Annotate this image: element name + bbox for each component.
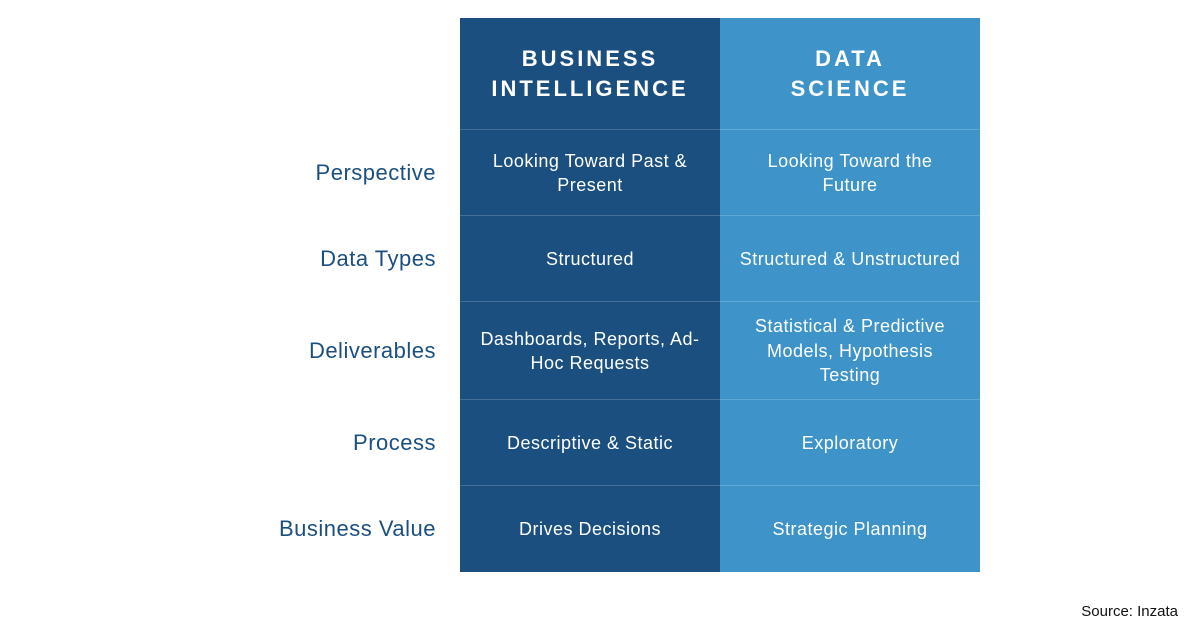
cell-bi-business-value: Drives Decisions <box>460 486 720 572</box>
row-label-business-value: Business Value <box>220 486 460 572</box>
table-row: Process Descriptive & Static Exploratory <box>220 400 980 486</box>
cell-bi-process: Descriptive & Static <box>460 400 720 486</box>
cell-bi-perspective: Looking Toward Past & Present <box>460 130 720 216</box>
column-header-bi-line1: BUSINESS <box>491 44 688 74</box>
cell-bi-data-types: Structured <box>460 216 720 302</box>
cell-bi-deliverables: Dashboards, Reports, Ad-Hoc Requests <box>460 302 720 400</box>
table-row: Data Types Structured Structured & Unstr… <box>220 216 980 302</box>
row-label-deliverables: Deliverables <box>220 302 460 400</box>
table-row: Deliverables Dashboards, Reports, Ad-Hoc… <box>220 302 980 400</box>
comparison-table: BUSINESS INTELLIGENCE DATA SCIENCE Persp… <box>220 18 980 572</box>
column-header-bi-line2: INTELLIGENCE <box>491 74 688 104</box>
cell-ds-data-types: Structured & Unstructured <box>720 216 980 302</box>
cell-ds-process: Exploratory <box>720 400 980 486</box>
row-label-data-types: Data Types <box>220 216 460 302</box>
row-label-process: Process <box>220 400 460 486</box>
cell-ds-perspective: Looking Toward the Future <box>720 130 980 216</box>
header-row: BUSINESS INTELLIGENCE DATA SCIENCE <box>220 18 980 130</box>
column-header-ds-line2: SCIENCE <box>791 74 910 104</box>
cell-ds-business-value: Strategic Planning <box>720 486 980 572</box>
table-row: Business Value Drives Decisions Strategi… <box>220 486 980 572</box>
column-header-ds: DATA SCIENCE <box>720 18 980 130</box>
table-row: Perspective Looking Toward Past & Presen… <box>220 130 980 216</box>
column-header-ds-line1: DATA <box>791 44 910 74</box>
row-label-perspective: Perspective <box>220 130 460 216</box>
cell-ds-deliverables: Statistical & Predictive Models, Hypothe… <box>720 302 980 400</box>
header-label-spacer <box>220 18 460 130</box>
column-header-bi: BUSINESS INTELLIGENCE <box>460 18 720 130</box>
source-attribution: Source: Inzata <box>1081 603 1178 620</box>
